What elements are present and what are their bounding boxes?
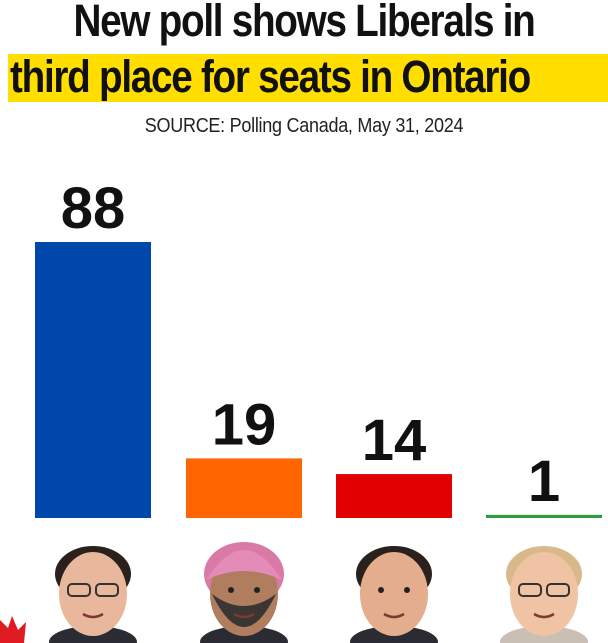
maple-leaf-icon [0, 616, 26, 643]
chart-subtitle: SOURCE: Polling Canada, May 31, 2024 [144, 115, 464, 137]
value-labels-group: 88 19 14 1 [61, 176, 560, 514]
singh-portrait-icon [200, 542, 288, 643]
bar-green [486, 514, 602, 518]
value-label-conservative: 88 [61, 176, 126, 241]
title-line-2-wrap: third place for seats in Ontario [0, 53, 608, 101]
title-highlight [8, 54, 608, 102]
bar-liberal [336, 474, 452, 518]
poilievre-portrait-icon [49, 546, 137, 643]
bar-ndp [186, 458, 302, 518]
title-line-2: third place for seats in Ontario [10, 53, 531, 101]
value-label-green: 1 [528, 449, 560, 514]
may-portrait-icon [500, 546, 588, 643]
trudeau-portrait-icon [350, 546, 438, 643]
portraits-group [49, 542, 588, 643]
value-label-liberal: 14 [362, 408, 427, 473]
title-line-1: New poll shows Liberals in [73, 0, 535, 46]
value-label-ndp: 19 [212, 392, 277, 457]
bar-conservative [35, 242, 151, 518]
bars-group [35, 242, 602, 518]
